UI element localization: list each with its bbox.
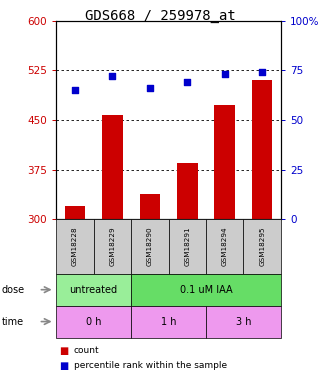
Point <box>185 79 190 85</box>
Point <box>147 85 152 91</box>
Text: percentile rank within the sample: percentile rank within the sample <box>74 361 227 370</box>
Bar <box>177 163 197 219</box>
Text: untreated: untreated <box>70 285 118 295</box>
Text: GSM18295: GSM18295 <box>259 227 265 266</box>
Text: GSM18291: GSM18291 <box>184 227 190 266</box>
Text: time: time <box>2 316 24 327</box>
Bar <box>252 80 273 219</box>
Text: count: count <box>74 346 100 355</box>
Text: 3 h: 3 h <box>236 316 251 327</box>
Point <box>72 87 77 93</box>
Text: GSM18294: GSM18294 <box>222 227 228 266</box>
Text: GSM18229: GSM18229 <box>109 227 115 266</box>
Bar <box>214 105 235 219</box>
Text: GDS668 / 259978_at: GDS668 / 259978_at <box>85 9 236 23</box>
Bar <box>102 115 123 219</box>
Point <box>110 73 115 79</box>
Text: 1 h: 1 h <box>161 316 176 327</box>
Text: GSM18228: GSM18228 <box>72 227 78 266</box>
Text: ■: ■ <box>59 346 69 355</box>
Text: 0 h: 0 h <box>86 316 101 327</box>
Bar <box>140 194 160 219</box>
Text: 0.1 uM IAA: 0.1 uM IAA <box>180 285 232 295</box>
Text: GSM18290: GSM18290 <box>147 227 153 266</box>
Point <box>260 69 265 75</box>
Text: dose: dose <box>2 285 25 295</box>
Bar <box>65 206 85 219</box>
Point <box>222 71 227 77</box>
Text: ■: ■ <box>59 361 69 370</box>
